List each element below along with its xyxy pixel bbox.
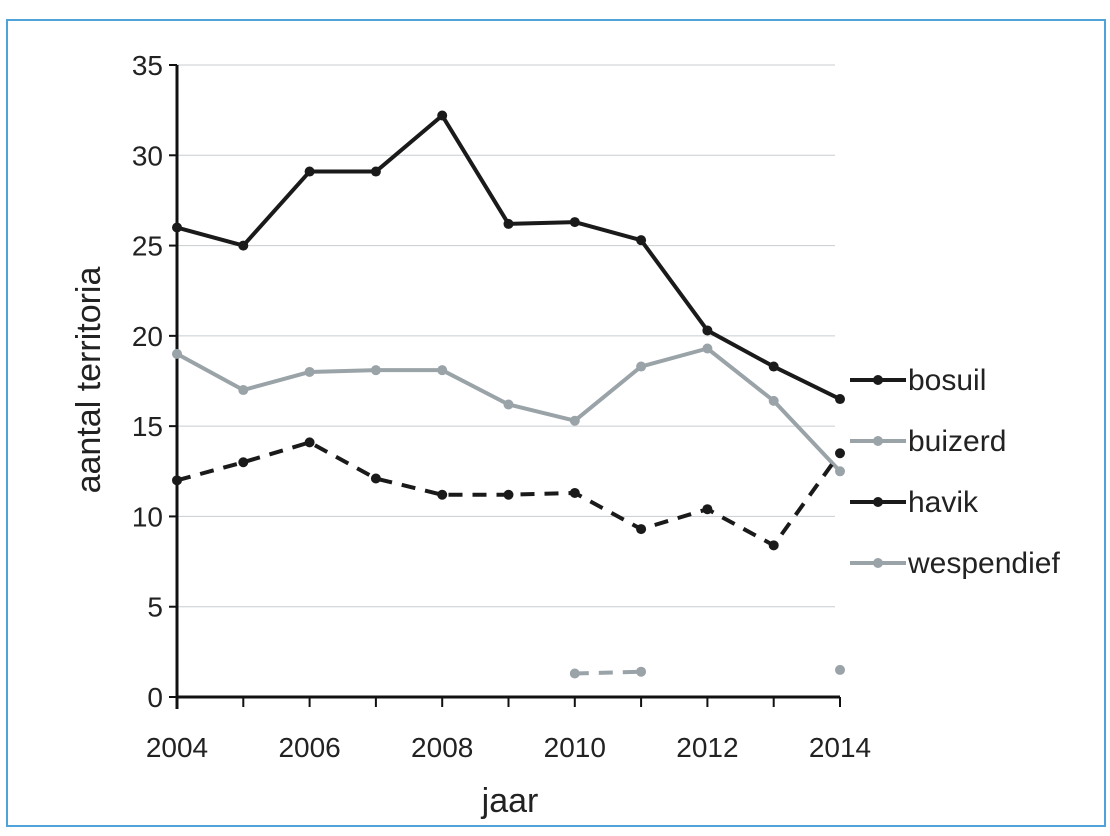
data-point-wespendief (835, 664, 845, 675)
data-point-havik (636, 524, 647, 535)
x-tick-label: 2006 (278, 732, 340, 763)
y-tick-label: 20 (132, 321, 163, 352)
y-tick-label: 30 (132, 140, 163, 171)
legend-marker-havik (873, 497, 883, 507)
data-point-havik (702, 504, 713, 515)
data-point-buizerd (768, 395, 779, 406)
data-point-havik (370, 473, 381, 484)
y-axis-title: aantal territoria (70, 267, 108, 494)
legend: bosuil buizerd havik wespendief (850, 364, 1060, 580)
data-point-buizerd (835, 466, 845, 477)
data-point-havik (503, 489, 514, 500)
data-point-havik (238, 457, 249, 468)
y-tick-label: 15 (132, 411, 163, 442)
x-axis-title: jaar (481, 782, 539, 820)
data-point-bosuil (238, 240, 249, 251)
data-point-bosuil (172, 222, 182, 233)
data-point-buizerd (569, 415, 580, 426)
data-point-buizerd (238, 385, 249, 396)
data-point-buizerd (636, 361, 647, 372)
data-point-havik (768, 540, 779, 551)
data-point-buizerd (437, 365, 448, 376)
legend-marker-bosuil (873, 375, 883, 385)
legend-label-buizerd: buizerd (908, 425, 1006, 458)
data-point-bosuil (636, 235, 647, 246)
x-tick-label: 2014 (809, 732, 871, 763)
legend-label-bosuil: bosuil (908, 364, 986, 397)
data-point-bosuil (835, 394, 845, 405)
y-tick-label: 5 (147, 592, 163, 623)
y-tick-label: 35 (132, 50, 163, 81)
legend-label-wespendief: wespendief (907, 547, 1060, 580)
data-point-havik (304, 437, 315, 448)
y-tick-label: 10 (132, 501, 163, 532)
data-point-havik (569, 487, 580, 498)
data-point-buizerd (702, 343, 713, 354)
x-tick-label: 2012 (676, 732, 738, 763)
data-point-bosuil (370, 166, 381, 177)
data-point-havik (437, 489, 448, 500)
data-point-bosuil (768, 361, 779, 372)
data-point-bosuil (702, 325, 713, 336)
data-point-buizerd (370, 365, 381, 376)
data-point-wespendief (569, 668, 580, 679)
legend-label-havik: havik (908, 486, 979, 519)
y-tick-label: 0 (147, 682, 163, 713)
legend-marker-buizerd (873, 436, 883, 446)
tick-labels: 0 5 10 15 20 25 30 35 2004 2006 2008 2010 2012 2014 (132, 50, 871, 763)
x-tick-label: 2004 (146, 732, 208, 763)
data-point-havik (835, 448, 845, 459)
data-point-bosuil (437, 110, 448, 121)
series-lines (172, 110, 845, 679)
data-point-bosuil (569, 217, 580, 228)
axes (169, 64, 841, 709)
chart-frame (6, 19, 1106, 827)
series-line-bosuil (176, 113, 841, 401)
data-point-havik (172, 475, 182, 486)
x-tick-label: 2010 (544, 732, 606, 763)
y-tick-label: 25 (132, 231, 163, 262)
data-point-wespendief (636, 666, 647, 677)
gridlines (177, 64, 835, 608)
data-point-buizerd (172, 348, 182, 359)
data-point-bosuil (503, 218, 514, 229)
series-line-wespendief (574, 669, 642, 676)
data-point-bosuil (304, 166, 315, 177)
data-point-buizerd (503, 399, 514, 410)
legend-marker-wespendief (873, 558, 883, 568)
data-point-buizerd (304, 366, 315, 377)
x-tick-label: 2008 (411, 732, 473, 763)
